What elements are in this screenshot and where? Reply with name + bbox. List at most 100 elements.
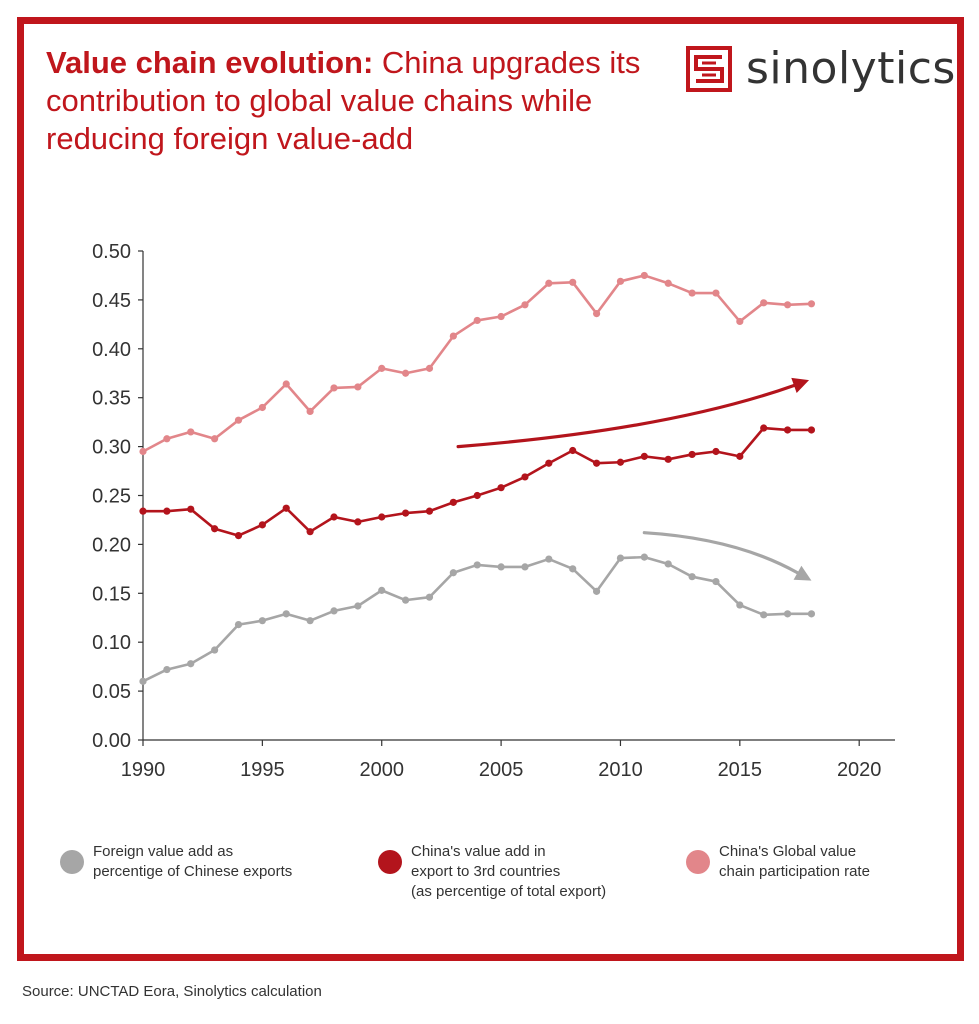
series-gvc-participation-point bbox=[139, 447, 147, 456]
series-foreign-value-add-point bbox=[736, 601, 744, 609]
y-tick-label: 0.20 bbox=[92, 534, 131, 556]
series-foreign-value-add-point bbox=[234, 620, 243, 629]
source-note: Source: UNCTAD Eora, Sinolytics calculat… bbox=[22, 983, 322, 1000]
series-gvc-participation-point bbox=[163, 435, 171, 443]
legend-swatch-china-value-add bbox=[378, 850, 402, 874]
x-tick-label: 1990 bbox=[121, 759, 166, 781]
series-gvc-participation-point bbox=[378, 364, 386, 372]
y-tick-label: 0.30 bbox=[92, 437, 131, 459]
legend-label-gvc-participation: China's Global value chain participation… bbox=[719, 843, 870, 880]
sinolytics-logo: sinolytics bbox=[686, 44, 955, 94]
trend-arrow-down bbox=[642, 531, 812, 581]
series-foreign-value-add-point bbox=[664, 560, 672, 568]
sinolytics-logo-text: sinolytics bbox=[746, 43, 956, 94]
series-china-value-add-point bbox=[545, 459, 553, 467]
trend-arrow-down-shaft bbox=[642, 531, 800, 575]
series-china-value-add-point bbox=[712, 447, 720, 456]
series-foreign-value-add-point bbox=[592, 587, 601, 595]
series-china-value-add-point bbox=[521, 473, 529, 481]
y-tick-label: 0.10 bbox=[92, 632, 131, 654]
series-foreign-value-add-point bbox=[306, 617, 314, 625]
x-tick-label: 2020 bbox=[837, 759, 882, 781]
series-china-value-add-point bbox=[807, 426, 816, 434]
series-china-value-add-point bbox=[449, 498, 457, 506]
series-gvc-participation-point bbox=[234, 416, 243, 424]
series-china-value-add-point bbox=[569, 446, 577, 455]
series-china-value-add-point bbox=[211, 525, 219, 533]
chart-annotations bbox=[456, 377, 812, 581]
series-gvc-participation bbox=[139, 271, 816, 456]
series-gvc-participation-point bbox=[807, 300, 816, 308]
series-china-value-add-point bbox=[330, 513, 338, 521]
series-china-value-add-point bbox=[139, 507, 147, 515]
series-china-value-add-point bbox=[234, 531, 243, 540]
series-gvc-participation-point bbox=[425, 364, 434, 372]
series-gvc-participation-point bbox=[688, 289, 696, 297]
legend-item-foreign: Foreign value add as percentige of Chine… bbox=[60, 842, 292, 882]
series-foreign-value-add-point bbox=[378, 586, 386, 594]
series-china-value-add-point bbox=[378, 513, 386, 521]
series-foreign-value-add-point bbox=[330, 607, 338, 615]
series-gvc-participation-point bbox=[187, 428, 195, 436]
series-gvc-participation-point bbox=[402, 369, 410, 377]
x-tick-label: 2005 bbox=[479, 759, 524, 781]
line-chart: 0.00 0.05 0.10 0.15 0.20 0.25 0.30 0.35 0.40 0.45… bbox=[92, 241, 895, 781]
legend-item-china-value-add: China's value add in export to 3rd count… bbox=[378, 842, 606, 902]
series-gvc-participation-point bbox=[497, 312, 505, 321]
legend-swatch-foreign bbox=[60, 850, 84, 874]
chart-frame bbox=[17, 17, 964, 961]
series-gvc-participation-point bbox=[616, 277, 625, 285]
series-gvc-participation-point bbox=[306, 407, 314, 415]
series-gvc-participation-point bbox=[760, 299, 768, 307]
series-foreign-value-add-point bbox=[688, 573, 696, 581]
series-foreign-value-add-point bbox=[712, 577, 720, 586]
series-gvc-participation-line bbox=[142, 274, 812, 453]
series-china-value-add-point bbox=[616, 458, 625, 466]
series-foreign-value-add bbox=[139, 553, 816, 685]
series-foreign-value-add-point bbox=[163, 665, 171, 674]
series-foreign-value-add-point bbox=[354, 602, 362, 610]
series-china-value-add-point bbox=[402, 509, 410, 517]
series-china-value-add-point bbox=[783, 426, 792, 434]
series-china-value-add-point bbox=[640, 452, 648, 460]
series-gvc-participation-point bbox=[712, 289, 720, 297]
series-gvc-participation-point bbox=[521, 301, 529, 309]
series-gvc-participation-point bbox=[258, 403, 266, 412]
series-foreign-value-add-point bbox=[473, 561, 481, 569]
chart-title-bold: Value chain evolution: bbox=[46, 45, 374, 80]
y-tick-label: 0.50 bbox=[92, 241, 131, 263]
chart-title-rest: China upgrades its contribution to globa… bbox=[46, 45, 641, 156]
y-tick-label: 0.00 bbox=[92, 730, 131, 752]
series-gvc-participation-point bbox=[354, 383, 362, 391]
series-china-value-add-point bbox=[473, 491, 481, 500]
series-foreign-value-add-point bbox=[497, 563, 505, 571]
series-gvc-participation-point bbox=[545, 279, 553, 287]
series-foreign-value-add-point bbox=[783, 610, 792, 618]
series-china-value-add-point bbox=[760, 424, 768, 432]
series-foreign-value-add-point bbox=[211, 646, 219, 654]
series-gvc-participation-point bbox=[330, 384, 338, 392]
series-china-value-add-point bbox=[736, 452, 744, 460]
series-foreign-value-add-point bbox=[187, 660, 195, 668]
trend-arrow-down-head bbox=[793, 565, 812, 581]
series-foreign-value-add-point bbox=[402, 596, 410, 604]
chart-title: Value chain evolution: China upgrades it… bbox=[46, 44, 666, 158]
series-china-value-add-point bbox=[258, 521, 266, 529]
series-china-value-add-point bbox=[187, 505, 195, 513]
series-foreign-value-add-line bbox=[142, 555, 812, 683]
series-gvc-participation-point bbox=[664, 279, 672, 287]
series-gvc-participation-point bbox=[211, 435, 219, 443]
legend-swatch-gvc-participation bbox=[686, 850, 710, 874]
series-foreign-value-add-point bbox=[425, 593, 434, 601]
x-tick-label: 1995 bbox=[240, 759, 285, 781]
series-china-value-add-point bbox=[282, 504, 290, 512]
series-foreign-value-add-point bbox=[569, 565, 577, 573]
series-foreign-value-add-point bbox=[616, 554, 625, 562]
series-china-value-add-point bbox=[688, 450, 696, 459]
series-china-value-add-point bbox=[354, 518, 362, 526]
legend-label-china-value-add: China's value add in export to 3rd count… bbox=[411, 843, 607, 900]
series-foreign-value-add-point bbox=[807, 610, 816, 618]
series-foreign-value-add-point bbox=[258, 617, 266, 625]
series-gvc-participation-point bbox=[569, 278, 577, 286]
series-gvc-participation-point bbox=[473, 316, 481, 325]
